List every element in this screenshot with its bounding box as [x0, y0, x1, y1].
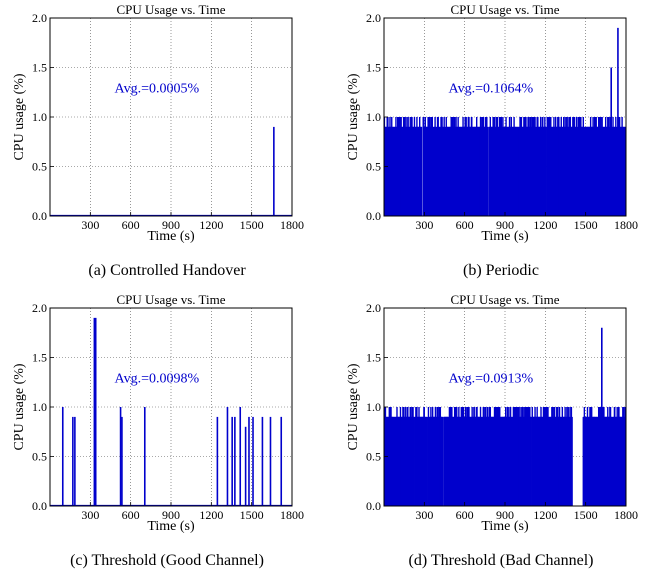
y-tick-label: 0.0 [32, 209, 47, 223]
caption-b: (b) Periodic [463, 262, 539, 279]
caption-c: (c) Threshold (Good Channel) [70, 552, 264, 569]
panel-controlled-handover: CPU Usage vs. Time 300 600 900 1200 1500 1800 0… [0, 0, 334, 290]
grid [50, 18, 292, 216]
x-tick-label: 600 [122, 218, 140, 232]
grid [50, 308, 292, 506]
x-axis-label: Time (s) [147, 229, 195, 244]
y-tick-label: 0.5 [32, 450, 47, 464]
y-axis-label: CPU usage (%) [12, 73, 27, 160]
y-tick-label: 1.5 [32, 61, 47, 75]
y-tick-label: 1.5 [366, 61, 381, 75]
average-annotation: Avg.=0.0098% [115, 371, 200, 386]
x-tick-label: 300 [81, 218, 99, 232]
x-tick-label: 900 [162, 218, 180, 232]
x-tick-label: 600 [456, 218, 474, 232]
y-tick-label: 1.5 [366, 351, 381, 365]
x-tick-label: 1200 [533, 508, 557, 522]
chart-c: CPU Usage vs. Time 300 600 900 1200 1500 1800 0… [12, 292, 304, 534]
x-tick-label: 600 [456, 508, 474, 522]
x-tick-label: 1500 [240, 508, 264, 522]
chart-b: CPU Usage vs. Time 300 600 900 1200 1500 1800 0… [346, 2, 638, 244]
y-tick-label: 1.0 [366, 400, 381, 414]
chart-a: CPU Usage vs. Time 300 600 900 1200 1500 1800 0… [12, 2, 304, 244]
average-annotation: Avg.=0.0005% [115, 81, 200, 96]
y-tick-label: 2.0 [32, 301, 47, 315]
y-tick-label: 0.5 [366, 450, 381, 464]
x-tick-label: 1200 [199, 218, 223, 232]
x-axis-label: Time (s) [147, 519, 195, 534]
x-tick-label: 1800 [280, 508, 304, 522]
y-tick-label: 1.0 [366, 110, 381, 124]
y-tick-label: 0.0 [32, 499, 47, 513]
series-cpu-usage [383, 327, 627, 506]
x-tick-label: 1800 [280, 218, 304, 232]
average-annotation: Avg.=0.0913% [449, 371, 534, 386]
x-tick-label: 1500 [240, 218, 264, 232]
x-axis-label: Time (s) [481, 519, 529, 534]
chart-title: CPU Usage vs. Time [450, 2, 559, 17]
caption-d: (d) Threshold (Bad Channel) [408, 552, 594, 569]
caption-a: (a) Controlled Handover [88, 262, 246, 279]
x-tick-label: 900 [496, 508, 514, 522]
y-axis-label: CPU usage (%) [12, 363, 27, 450]
x-tick-label: 900 [162, 508, 180, 522]
x-tick-label: 1800 [614, 218, 638, 232]
y-tick-label: 1.0 [32, 400, 47, 414]
chart-title: CPU Usage vs. Time [116, 2, 225, 17]
panel-threshold-bad: CPU Usage vs. Time 300 600 900 1200 1500 1800 0… [334, 290, 668, 580]
y-tick-label: 0.5 [366, 160, 381, 174]
y-axis-label: CPU usage (%) [346, 73, 361, 160]
y-tick-label: 0.0 [366, 499, 381, 513]
chart-d: CPU Usage vs. Time 300 600 900 1200 1500 1800 0… [346, 292, 638, 534]
x-tick-label: 300 [415, 218, 433, 232]
panel-threshold-good: CPU Usage vs. Time 300 600 900 1200 1500 1800 0… [0, 290, 334, 580]
chart-title: CPU Usage vs. Time [116, 292, 225, 307]
panel-periodic: CPU Usage vs. Time 300 600 900 1200 1500 1800 0… [334, 0, 668, 290]
x-axis-label: Time (s) [481, 229, 529, 244]
y-tick-label: 0.5 [32, 160, 47, 174]
y-tick-label: 2.0 [366, 11, 381, 25]
series-cpu-usage [383, 27, 627, 216]
y-tick-label: 0.0 [366, 209, 381, 223]
y-axis-label: CPU usage (%) [346, 363, 361, 450]
x-tick-label: 1200 [533, 218, 557, 232]
x-tick-label: 1500 [574, 508, 598, 522]
x-tick-label: 1200 [199, 508, 223, 522]
average-annotation: Avg.=0.1064% [449, 81, 534, 96]
y-tick-label: 2.0 [32, 11, 47, 25]
chart-title: CPU Usage vs. Time [450, 292, 559, 307]
series-cpu-usage [50, 317, 292, 507]
x-tick-label: 1800 [614, 508, 638, 522]
x-tick-label: 300 [415, 508, 433, 522]
x-tick-label: 600 [122, 508, 140, 522]
x-tick-label: 1500 [574, 218, 598, 232]
y-tick-label: 2.0 [366, 301, 381, 315]
y-tick-label: 1.5 [32, 351, 47, 365]
x-tick-label: 300 [81, 508, 99, 522]
x-tick-label: 900 [496, 218, 514, 232]
y-tick-label: 1.0 [32, 110, 47, 124]
